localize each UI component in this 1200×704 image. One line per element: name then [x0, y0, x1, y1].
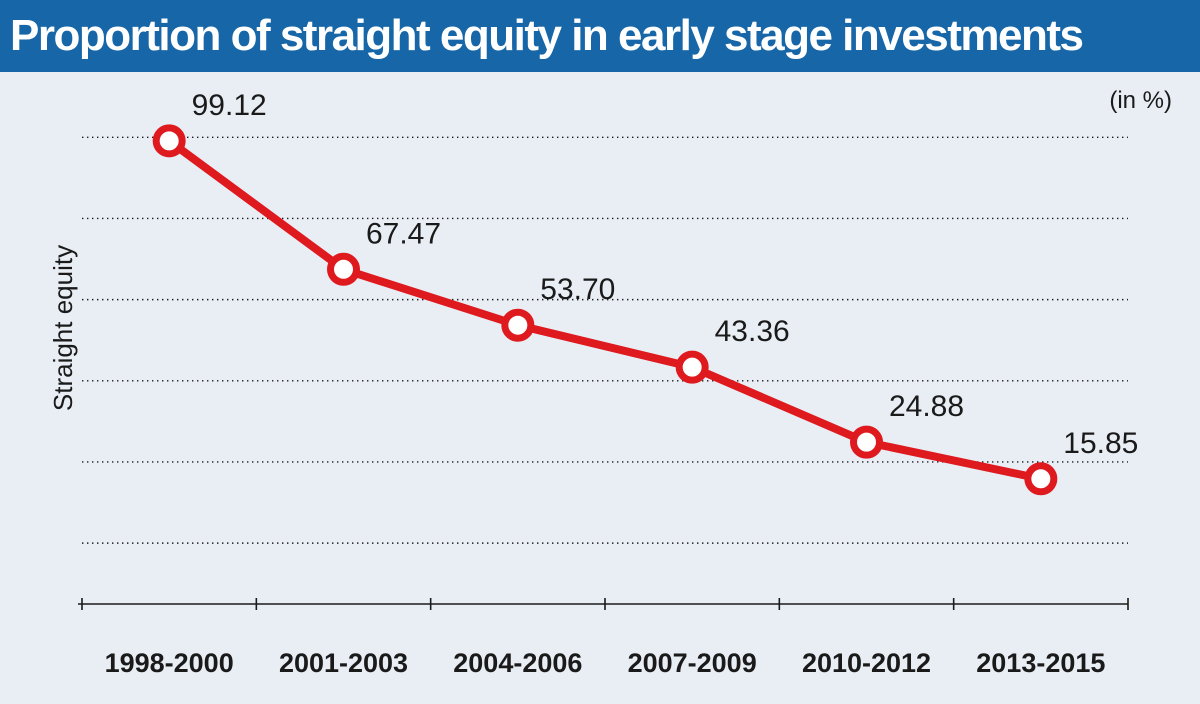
x-tick-label: 2010-2012 — [802, 648, 931, 678]
x-tick-label: 2007-2009 — [628, 648, 757, 678]
unit-label: (in %) — [1109, 87, 1172, 114]
data-point — [850, 425, 883, 459]
x-tick-label: 1998-2000 — [105, 648, 234, 678]
x-tick-label: 2013-2015 — [976, 648, 1105, 678]
x-tick-labels: 1998-2000 2001-2003 2004-2006 2007-2009 2010… — [105, 648, 1106, 678]
title-bar: Proportion of straight equity in early s… — [0, 0, 1200, 72]
data-point — [501, 308, 535, 342]
series-line-path — [165, 136, 1045, 483]
chart-title: Proportion of straight equity in early s… — [10, 11, 1084, 60]
line-chart: (in %) Straight equity 99.12 67.47 53.70 43… — [48, 87, 1172, 678]
data-label: 53.70 — [540, 273, 615, 306]
data-labels: 99.12 67.47 53.70 43.36 24.88 15.85 — [192, 89, 1139, 460]
x-tick-label: 2004-2006 — [453, 648, 582, 678]
series-line — [152, 124, 1058, 496]
data-point — [675, 350, 709, 384]
x-axis — [78, 598, 1129, 610]
data-point — [152, 124, 186, 158]
data-label: 15.85 — [1063, 427, 1138, 460]
y-axis-label: Straight equity — [48, 245, 78, 411]
data-label: 67.47 — [366, 217, 441, 250]
data-point — [1024, 462, 1058, 496]
gridlines — [82, 136, 1128, 544]
data-label: 24.88 — [889, 390, 964, 423]
data-label: 99.12 — [192, 89, 267, 122]
data-point — [327, 252, 360, 286]
x-tick-label: 2001-2003 — [279, 648, 408, 678]
data-label: 43.36 — [715, 315, 790, 348]
